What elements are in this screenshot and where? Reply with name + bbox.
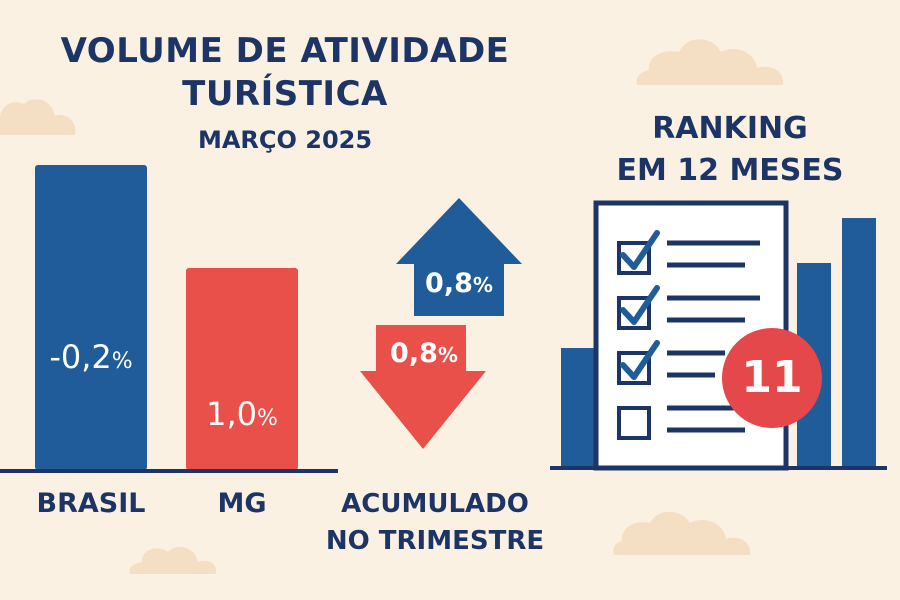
check-icon — [620, 340, 660, 380]
checkbox-checked — [617, 241, 651, 275]
check-icon — [620, 230, 660, 270]
arrow-down-number: 0,8 — [390, 338, 438, 369]
bar-brasil — [35, 165, 147, 470]
accumulated-line-1: ACUMULADO — [341, 489, 529, 519]
cloud-icon — [0, 99, 76, 135]
title-line-1: VOLUME DE ATIVIDADE — [60, 31, 510, 71]
accumulated-line-2: NO TRIMESTRE — [325, 526, 545, 556]
ranking-title: RANKING EM 12 MESES — [600, 108, 860, 192]
chart-baseline — [0, 469, 338, 473]
title-line-2: TURÍSTICA — [182, 74, 388, 114]
arrow-up-value: 0,8% — [414, 268, 504, 299]
arrow-up-unit: % — [472, 273, 493, 297]
cloud-icon — [613, 511, 751, 555]
cloud-icon — [636, 39, 784, 85]
bar-unit-mg: % — [256, 406, 278, 431]
bar-unit-brasil: % — [111, 349, 133, 374]
ranking-illustration — [550, 200, 887, 471]
chart-title: VOLUME DE ATIVIDADE TURÍSTICA — [40, 30, 530, 116]
arrow-down-unit: % — [437, 343, 458, 367]
chart-subtitle: MARÇO 2025 — [197, 126, 373, 154]
checkbox-checked — [617, 296, 651, 330]
checkbox-empty — [617, 406, 651, 440]
accumulated-label: ACUMULADO NO TRIMESTRE — [320, 486, 550, 560]
arrow-up-number: 0,8 — [425, 268, 473, 299]
ranking-position-badge: 11 — [722, 328, 822, 428]
ranking-title-line-2: EM 12 MESES — [616, 153, 844, 188]
bar-value-mg: 1,0 — [206, 395, 257, 433]
check-icon — [620, 285, 660, 325]
bar-label-mg: 1,0% — [186, 395, 298, 433]
arrow-up-icon — [396, 198, 522, 316]
bar-value-brasil: -0,2 — [49, 338, 112, 376]
bar-label-brasil: -0,2% — [35, 338, 147, 376]
bar-mg — [186, 268, 298, 470]
checkbox-checked — [617, 351, 651, 385]
arrow-down-value: 0,8% — [376, 338, 472, 369]
cloud-icon — [129, 547, 217, 574]
category-label-brasil: BRASIL — [36, 488, 146, 519]
ranking-bar-right — [842, 218, 876, 468]
arrow-down-icon — [360, 325, 486, 449]
ranking-bar-left — [561, 348, 595, 468]
ranking-title-line-1: RANKING — [652, 111, 808, 146]
category-label-mg: MG — [217, 488, 267, 519]
